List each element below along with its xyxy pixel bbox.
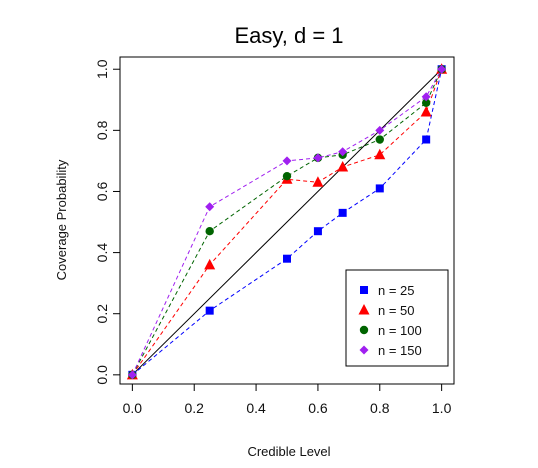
data-point — [127, 370, 137, 380]
legend-label: n = 50 — [378, 303, 415, 318]
data-point — [375, 135, 384, 144]
x-axis-label: Credible Level — [247, 444, 330, 459]
data-point — [375, 125, 385, 135]
data-point — [282, 156, 292, 166]
y-axis-label: Coverage Probability — [54, 159, 69, 280]
y-tick-label: 1.0 — [94, 59, 110, 79]
x-tick-label: 1.0 — [432, 400, 452, 416]
y-axis: 0.0 0.2 0.4 0.6 0.8 1.0 — [94, 59, 121, 385]
x-tick-label: 0.2 — [184, 400, 204, 416]
data-point — [374, 148, 386, 160]
x-tick-label: 0.8 — [370, 400, 390, 416]
x-tick-label: 0.4 — [246, 400, 266, 416]
data-point — [313, 153, 323, 163]
y-tick-label: 0.6 — [94, 182, 110, 202]
legend-items: n = 25 n = 50 n = 100 n = 150 — [358, 283, 422, 358]
data-point — [421, 92, 431, 102]
data-point — [337, 161, 349, 172]
series-line — [131, 69, 443, 376]
legend-label: n = 100 — [378, 323, 422, 338]
data-point — [205, 226, 214, 236]
y-tick-label: 0.0 — [94, 365, 110, 385]
legend-marker — [359, 325, 369, 335]
y-tick-label: 0.8 — [94, 120, 110, 140]
x-axis: 0.0 0.2 0.4 0.6 0.8 1.0 — [123, 383, 452, 416]
data-point — [312, 176, 324, 187]
series-line — [131, 69, 443, 376]
data-point — [204, 258, 216, 270]
x-tick-label: 0.0 — [123, 400, 143, 416]
reference-diagonal-line — [132, 68, 442, 376]
x-tick-label: 0.6 — [308, 400, 328, 416]
series-line — [131, 68, 443, 376]
legend-label: n = 25 — [378, 283, 415, 298]
data-point — [283, 254, 291, 263]
series-4 — [127, 64, 447, 380]
chart-title: Easy, d = 1 — [234, 23, 343, 48]
data-point — [205, 306, 214, 315]
legend-marker — [359, 345, 369, 355]
data-point — [282, 171, 292, 181]
data-point — [375, 184, 384, 193]
legend: n = 25 n = 50 n = 100 n = 150 — [345, 269, 449, 367]
y-tick-label: 0.2 — [94, 304, 110, 324]
y-tick-label: 0.4 — [94, 243, 110, 263]
data-point — [338, 208, 347, 217]
legend-label: n = 150 — [378, 343, 422, 358]
data-point — [420, 106, 432, 117]
data-point — [313, 227, 322, 236]
data-point — [422, 135, 431, 144]
data-point — [338, 147, 348, 157]
plot-area — [119, 56, 455, 385]
series-group — [126, 63, 448, 380]
legend-marker — [360, 286, 368, 294]
data-point — [205, 202, 215, 212]
data-point — [421, 98, 431, 108]
data-point — [437, 64, 447, 74]
legend-marker — [358, 304, 370, 315]
series-line — [132, 69, 443, 376]
